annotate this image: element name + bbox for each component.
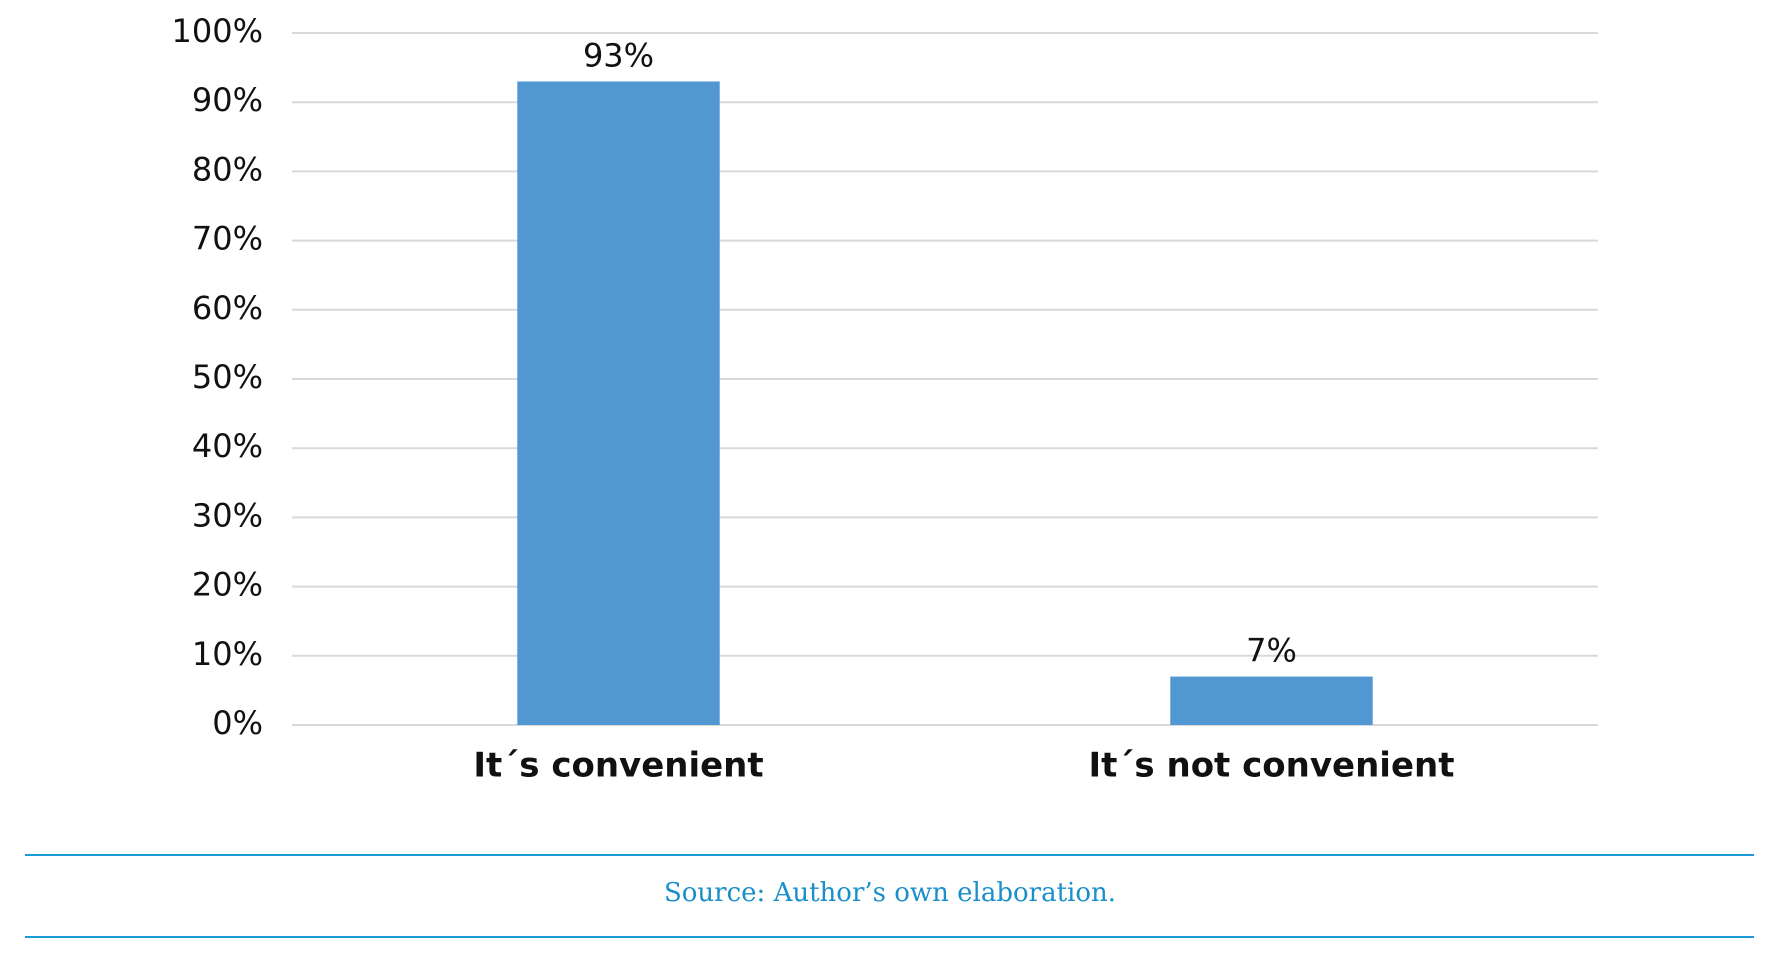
y-tick-label: 20% (192, 566, 263, 604)
bar (517, 81, 720, 725)
y-tick-label: 70% (192, 220, 263, 258)
y-tick-label: 10% (192, 635, 263, 673)
value-label: 7% (1246, 632, 1297, 670)
bar (1170, 676, 1373, 725)
y-tick-label: 30% (192, 496, 263, 534)
y-tick-label: 50% (192, 358, 263, 396)
x-tick-label: It´s not convenient (1089, 746, 1455, 786)
x-tick-label: It´s convenient (473, 746, 763, 786)
source-note: Source: Author’s own elaboration. (664, 878, 1116, 908)
y-tick-label: 100% (172, 12, 263, 50)
value-label: 93% (583, 36, 654, 74)
y-tick-label: 40% (192, 427, 263, 465)
y-tick-label: 0% (212, 704, 263, 742)
y-tick-label: 60% (192, 289, 263, 327)
y-tick-label: 80% (192, 150, 263, 188)
y-tick-label: 90% (192, 81, 263, 119)
